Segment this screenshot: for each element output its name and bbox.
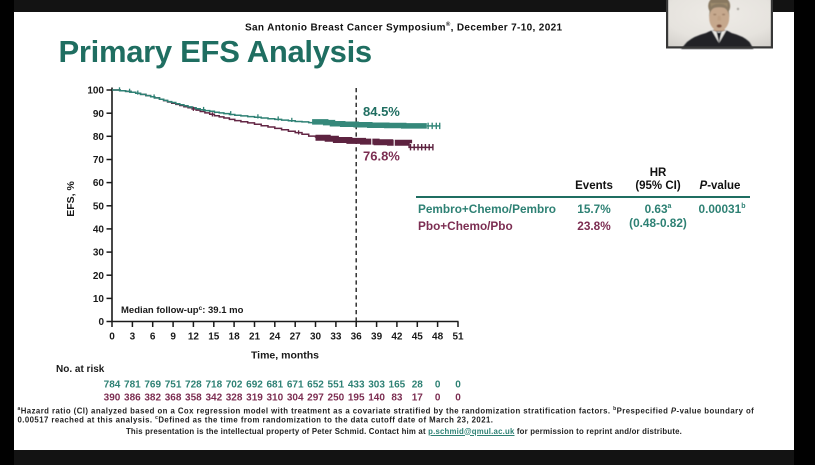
svg-text:39: 39 — [371, 332, 383, 343]
svg-text:76.8%: 76.8% — [363, 149, 400, 164]
svg-text:140: 140 — [368, 393, 385, 404]
svg-text:342: 342 — [205, 393, 222, 404]
svg-text:20: 20 — [93, 271, 105, 282]
svg-text:368: 368 — [165, 393, 182, 404]
svg-text:42: 42 — [391, 332, 403, 343]
svg-text:6: 6 — [150, 332, 156, 343]
svg-text:165: 165 — [389, 380, 406, 391]
svg-text:250: 250 — [328, 393, 345, 404]
svg-text:303: 303 — [368, 380, 385, 391]
svg-text:784: 784 — [104, 380, 121, 391]
svg-text:No. at risk: No. at risk — [56, 364, 105, 375]
svg-text:28: 28 — [412, 380, 424, 391]
svg-text:0: 0 — [435, 393, 441, 404]
svg-text:10: 10 — [93, 294, 105, 305]
svg-text:671: 671 — [287, 380, 304, 391]
svg-text:433: 433 — [348, 380, 365, 391]
svg-text:83: 83 — [391, 393, 403, 404]
svg-text:48: 48 — [432, 332, 444, 343]
svg-text:15: 15 — [208, 332, 220, 343]
svg-text:382: 382 — [144, 393, 161, 404]
svg-text:0: 0 — [455, 393, 461, 404]
svg-text:18: 18 — [229, 332, 241, 343]
svg-text:Time, months: Time, months — [251, 350, 319, 362]
svg-text:36: 36 — [351, 332, 363, 343]
svg-text:297: 297 — [307, 393, 324, 404]
svg-text:195: 195 — [348, 393, 365, 404]
svg-text:51: 51 — [452, 332, 464, 343]
svg-text:24: 24 — [269, 332, 281, 343]
svg-text:358: 358 — [185, 393, 202, 404]
svg-text:50: 50 — [93, 201, 105, 212]
svg-text:0: 0 — [98, 317, 104, 328]
svg-text:70: 70 — [93, 155, 105, 166]
svg-text:17: 17 — [412, 393, 424, 404]
svg-text:0: 0 — [109, 332, 115, 343]
svg-text:652: 652 — [307, 380, 324, 391]
svg-text:33: 33 — [330, 332, 342, 343]
svg-text:681: 681 — [266, 380, 283, 391]
svg-text:702: 702 — [226, 380, 243, 391]
svg-text:9: 9 — [170, 332, 176, 343]
svg-text:90: 90 — [93, 109, 105, 120]
svg-text:EFS, %: EFS, % — [65, 181, 77, 217]
svg-text:328: 328 — [226, 393, 243, 404]
svg-text:718: 718 — [205, 380, 222, 391]
svg-text:390: 390 — [104, 393, 121, 404]
svg-text:100: 100 — [87, 86, 104, 97]
svg-text:84.5%: 84.5% — [363, 104, 400, 119]
svg-text:21: 21 — [249, 332, 261, 343]
svg-text:728: 728 — [185, 380, 202, 391]
svg-text:12: 12 — [188, 332, 200, 343]
svg-text:80: 80 — [93, 132, 105, 143]
svg-text:40: 40 — [93, 225, 105, 236]
svg-text:781: 781 — [124, 380, 141, 391]
svg-text:0: 0 — [435, 380, 441, 391]
svg-text:3: 3 — [130, 332, 136, 343]
svg-text:551: 551 — [328, 380, 345, 391]
svg-text:386: 386 — [124, 393, 141, 404]
svg-text:751: 751 — [165, 380, 182, 391]
svg-text:304: 304 — [287, 393, 304, 404]
svg-text:30: 30 — [93, 248, 105, 259]
svg-text:769: 769 — [144, 380, 161, 391]
svg-text:30: 30 — [310, 332, 322, 343]
svg-text:692: 692 — [246, 380, 263, 391]
svg-text:Median follow-upc: 39.1 mo: Median follow-upc: 39.1 mo — [121, 305, 244, 316]
svg-text:60: 60 — [93, 178, 105, 189]
svg-text:310: 310 — [266, 393, 283, 404]
svg-text:0: 0 — [455, 380, 461, 391]
svg-text:319: 319 — [246, 393, 263, 404]
svg-text:27: 27 — [290, 332, 302, 343]
svg-text:45: 45 — [412, 332, 424, 343]
